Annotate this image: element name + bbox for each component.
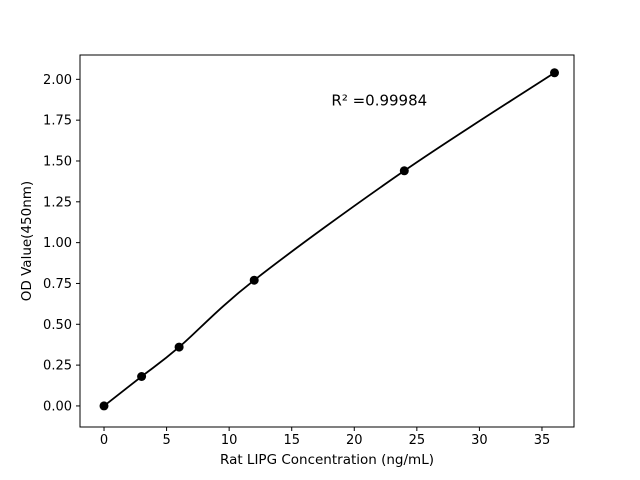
data-point bbox=[174, 342, 184, 352]
y-tick-label: 0.00 bbox=[43, 399, 72, 414]
y-tick-label: 0.50 bbox=[43, 318, 72, 333]
x-tick-label: 25 bbox=[409, 433, 426, 448]
data-point bbox=[137, 372, 147, 381]
data-point bbox=[550, 68, 559, 78]
x-tick-label: 20 bbox=[346, 433, 363, 448]
x-axis-label: Rat LIPG Concentration (ng/mL) bbox=[220, 452, 434, 468]
r-squared-annotation: R² =0.99984 bbox=[331, 92, 427, 110]
y-tick-label: 1.00 bbox=[43, 236, 72, 251]
plot-border bbox=[79, 54, 575, 428]
x-tick-label: 0 bbox=[100, 433, 108, 448]
y-tick-label: 2.00 bbox=[43, 73, 72, 88]
x-tick-label: 5 bbox=[162, 433, 170, 448]
y-tick-label: 0.25 bbox=[43, 359, 72, 374]
x-tick-label: 35 bbox=[534, 433, 551, 448]
fit-curve-line bbox=[103, 71, 556, 407]
y-tick-label: 0.75 bbox=[43, 277, 72, 292]
y-tick-label: 1.50 bbox=[43, 154, 72, 169]
x-tick-label: 10 bbox=[221, 433, 238, 448]
x-tick-label: 30 bbox=[471, 433, 488, 448]
data-point bbox=[249, 275, 259, 285]
data-point bbox=[399, 166, 409, 176]
x-tick-label: 15 bbox=[283, 433, 300, 448]
data-point bbox=[99, 401, 109, 411]
y-tick-label: 1.75 bbox=[43, 114, 72, 129]
y-tick-label: 1.25 bbox=[43, 195, 72, 210]
y-axis-label: OD Value(450nm) bbox=[19, 181, 35, 301]
